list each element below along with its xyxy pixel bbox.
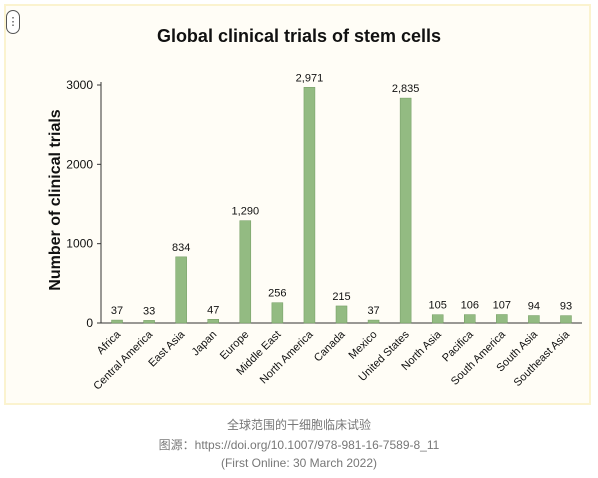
bar-value-label: 834 (172, 242, 190, 254)
bar-value-label: 37 (367, 305, 379, 317)
bar-value-label: 215 (332, 291, 350, 303)
bar (271, 302, 284, 324)
caption-source: 图源：https://doi.org/10.1007/978-981-16-75… (158, 438, 440, 452)
bar (175, 256, 187, 324)
caption-date: (First Online: 30 March 2022) (220, 456, 378, 470)
x-tick-label: East Asia (146, 328, 188, 370)
bar (399, 97, 412, 324)
chart-frame (4, 4, 591, 405)
bar-value-label: 256 (268, 288, 286, 300)
y-tick-label: 3000 (66, 78, 93, 92)
bar (367, 319, 380, 324)
more-options-button[interactable]: ⋮ (6, 10, 20, 34)
chart-title: Global clinical trials of stem cells (156, 26, 442, 46)
y-tick-label: 0 (86, 316, 93, 330)
bar (303, 87, 316, 324)
bar (335, 305, 348, 324)
bar (464, 314, 476, 324)
x-tick-label: Canada (312, 328, 348, 364)
more-vertical-icon: ⋮ (7, 15, 19, 28)
bar (207, 319, 219, 324)
bar-value-label: 105 (429, 300, 447, 312)
bar-value-label: 94 (528, 301, 540, 313)
bar (496, 314, 508, 324)
bar (528, 315, 540, 324)
bar (143, 320, 155, 324)
bar-value-label: 2,971 (296, 72, 324, 84)
bar-value-label: 33 (143, 305, 155, 317)
bar (560, 315, 572, 324)
x-tick-label: Japan (190, 329, 220, 359)
bar-value-label: 107 (493, 300, 511, 312)
x-tick-label: Africa (95, 328, 124, 357)
caption-title: 全球范围的干细胞临床试验 (226, 418, 371, 432)
bar (431, 314, 444, 324)
bar-value-label: 37 (111, 305, 123, 317)
y-tick-label: 2000 (66, 157, 93, 171)
y-tick-label: 1000 (66, 237, 93, 251)
bar-value-label: 47 (207, 304, 219, 316)
bar-value-label: 106 (461, 300, 479, 312)
bar-value-label: 93 (560, 301, 572, 313)
bar (239, 220, 252, 324)
x-tick-label: Southeast Asia (512, 328, 573, 389)
bar-value-label: 2,835 (392, 83, 420, 95)
bar (111, 319, 123, 324)
bar-value-label: 1,290 (232, 206, 260, 218)
